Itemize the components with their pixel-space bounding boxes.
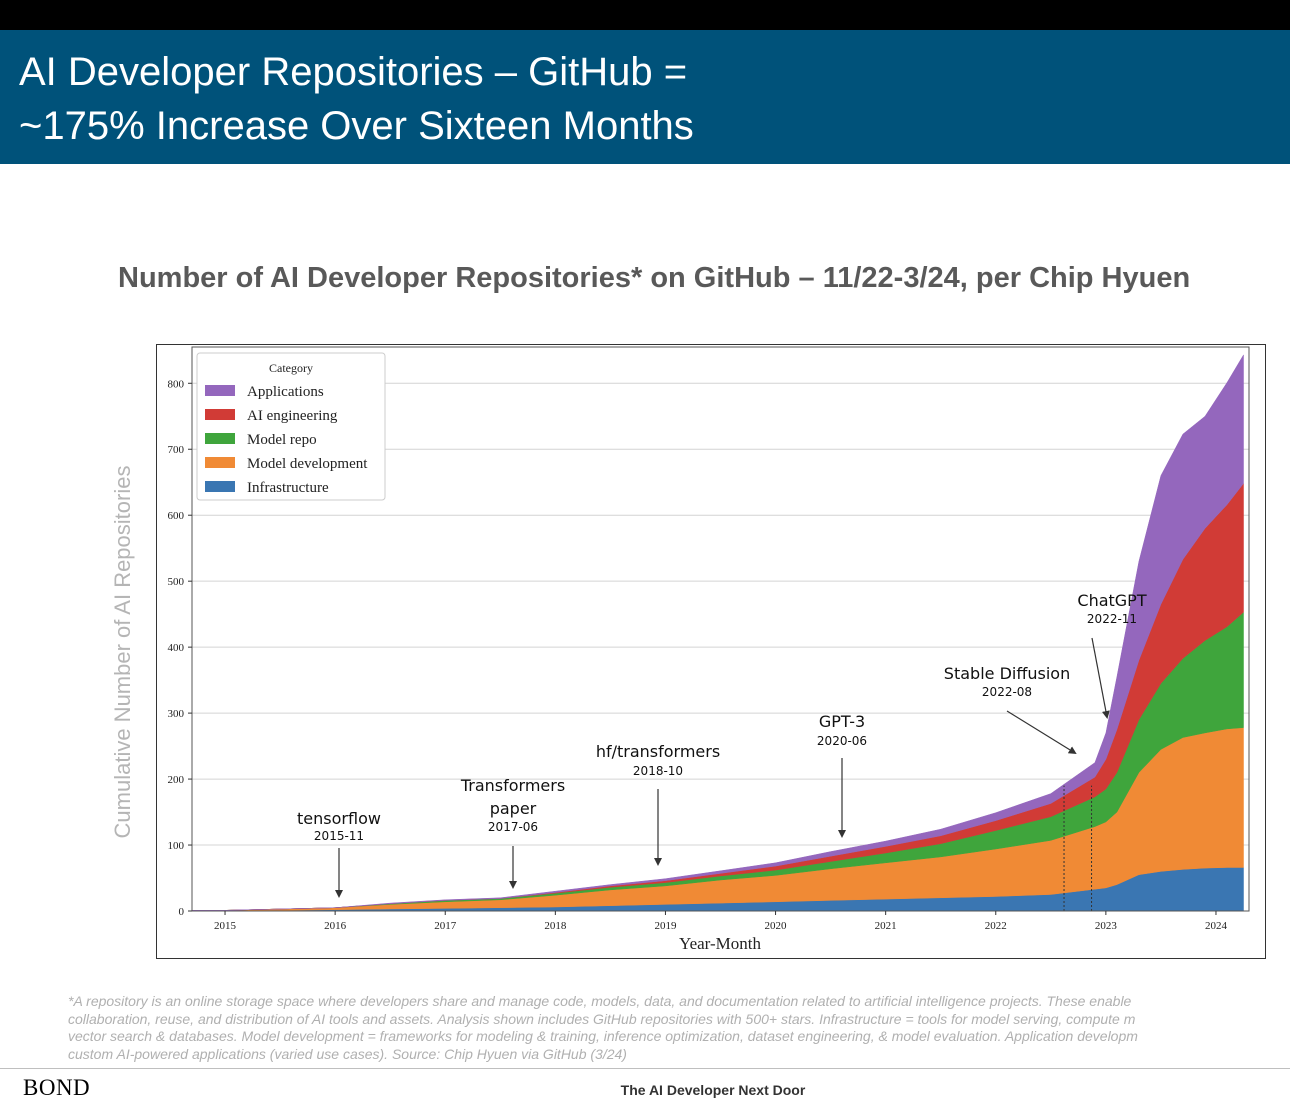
x-tick-label: 2021 — [875, 920, 897, 932]
x-tick-label: 2022 — [985, 920, 1007, 932]
annotation-arrow — [1091, 637, 1110, 719]
x-tick-label: 2023 — [1095, 920, 1118, 932]
plot-frame — [191, 346, 1250, 912]
annotation-arrow — [1006, 710, 1077, 755]
x-tick-label: 2016 — [324, 920, 347, 932]
footnote-line: custom AI-powered applications (varied u… — [68, 1045, 627, 1062]
annotation-label: Stable Diffusion — [944, 664, 1070, 683]
annotation-date: 2018-10 — [633, 764, 683, 778]
x-tick-label: 2020 — [765, 920, 788, 932]
annotation-date: 2020-06 — [817, 734, 867, 748]
y-tick-label: 0 — [179, 906, 185, 918]
x-tick-label: 2024 — [1205, 920, 1228, 932]
slide-title-line-2: ~175% Increase Over Sixteen Months — [19, 104, 694, 148]
footnote-line: *A repository is an online storage space… — [68, 993, 1132, 1009]
annotation-date: 2022-08 — [982, 685, 1032, 699]
slide-title-line-1: AI Developer Repositories – GitHub = — [19, 50, 688, 94]
annotation-label: Transformers — [460, 776, 565, 795]
legend-label-model-repo: Model repo — [247, 432, 317, 448]
legend-title: Category — [269, 361, 313, 375]
legend-swatch-model-development — [205, 457, 235, 468]
x-tick-label: 2018 — [544, 920, 567, 932]
stacked-area-chart: 0 100 200 300 400 500 600 700 800 2015 2016 2017 201… — [156, 344, 1266, 959]
title-banner — [0, 30, 1290, 164]
legend-swatch-infrastructure — [205, 481, 235, 492]
y-tick-label: 600 — [168, 510, 185, 522]
legend-label-model-development: Model development — [247, 456, 368, 472]
y-axis-caption: Cumulative Number of AI Repositories — [110, 465, 135, 839]
y-tick-label: 300 — [168, 708, 185, 720]
legend-label-ai-engineering: AI engineering — [247, 408, 338, 424]
y-tick-label: 500 — [168, 576, 185, 588]
y-tick-label: 100 — [168, 840, 185, 852]
axes: 0 100 200 300 400 500 600 700 800 2015 2016 2017 201… — [168, 378, 1228, 932]
annotation-label: tensorflow — [297, 809, 381, 828]
x-axis-label: Year-Month — [679, 934, 761, 953]
annotation-label: GPT-3 — [819, 712, 865, 731]
bond-logo: BOND — [23, 1075, 91, 1100]
footnote: *A repository is an online storage space… — [68, 993, 1290, 1063]
y-tick-label: 200 — [168, 774, 185, 786]
event-markers — [1063, 785, 1093, 911]
x-tick-label: 2015 — [214, 920, 237, 932]
legend-label-applications: Applications — [247, 384, 324, 400]
annotation-date: 2015-11 — [314, 829, 364, 843]
x-tick-label: 2019 — [654, 920, 677, 932]
y-tick-label: 700 — [168, 444, 185, 456]
legend-label-infrastructure: Infrastructure — [247, 480, 329, 496]
area-applications — [192, 353, 1244, 911]
legend-box — [196, 352, 386, 501]
top-black-bar — [0, 0, 1290, 30]
footnote-line: vector search & databases. Model develop… — [68, 1028, 1138, 1044]
x-tick-label: 2017 — [434, 920, 457, 932]
chart-title: Number of AI Developer Repositories* on … — [118, 262, 1191, 294]
legend-swatch-applications — [205, 385, 235, 396]
footer-divider — [0, 1068, 1290, 1069]
annotation-label: paper — [490, 799, 537, 818]
legend: Category Applications AI engineering Model … — [196, 352, 386, 501]
legend-swatch-model-repo — [205, 433, 235, 444]
footer-caption: The AI Developer Next Door — [620, 1082, 806, 1098]
annotation-label: hf/transformers — [596, 742, 720, 761]
y-tick-label: 800 — [168, 378, 185, 390]
footnote-line: collaboration, reuse, and distribution o… — [68, 1010, 1136, 1027]
annotation-date: 2022-11 — [1087, 612, 1137, 626]
y-tick-label: 400 — [168, 642, 185, 654]
legend-swatch-ai-engineering — [205, 409, 235, 420]
annotation-date: 2017-06 — [488, 820, 538, 834]
annotation-label: ChatGPT — [1077, 591, 1146, 610]
